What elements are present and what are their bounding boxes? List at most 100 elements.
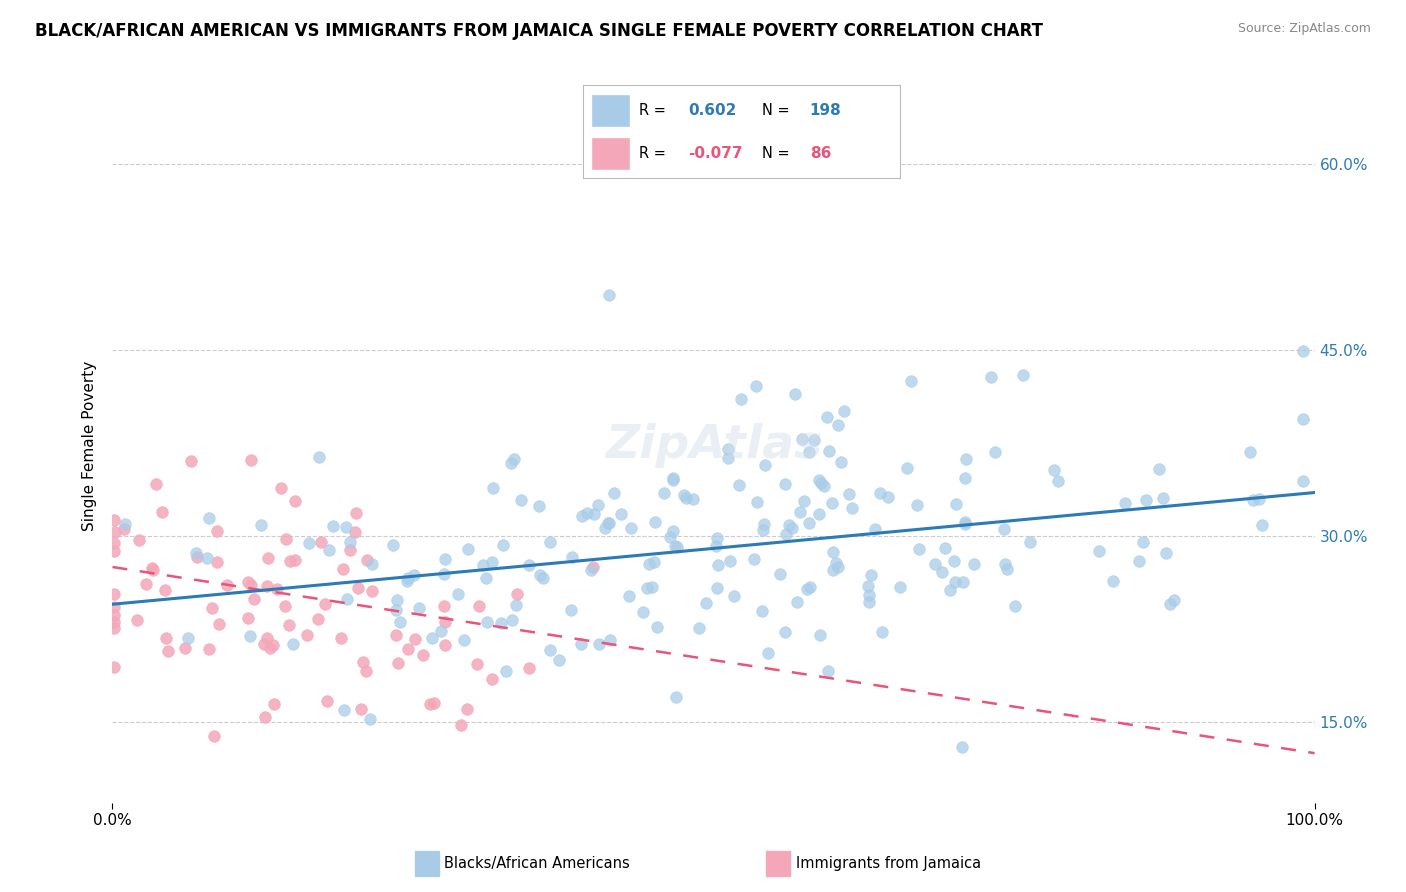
- Point: [785, 387, 807, 401]
- Point: [789, 505, 811, 519]
- Point: [200, 601, 222, 615]
- Point: [432, 599, 454, 613]
- Point: [1159, 597, 1181, 611]
- Point: [538, 535, 561, 549]
- Point: [510, 492, 533, 507]
- Point: [517, 558, 540, 572]
- Point: [389, 615, 412, 629]
- Point: [1152, 491, 1174, 505]
- Point: [103, 535, 125, 549]
- Point: [571, 509, 593, 524]
- Point: [756, 646, 779, 660]
- Point: [662, 473, 685, 487]
- Point: [636, 581, 658, 595]
- Point: [827, 560, 849, 574]
- Point: [350, 701, 373, 715]
- Point: [308, 450, 330, 464]
- Point: [359, 711, 381, 725]
- Point: [295, 627, 318, 641]
- Point: [453, 633, 475, 648]
- Text: R =: R =: [638, 146, 671, 161]
- Point: [931, 566, 953, 580]
- Point: [560, 603, 582, 617]
- Point: [103, 544, 125, 558]
- Point: [994, 557, 1017, 571]
- Point: [239, 452, 262, 467]
- Point: [239, 629, 262, 643]
- Point: [408, 601, 430, 615]
- Point: [314, 597, 336, 611]
- Point: [135, 577, 157, 591]
- Point: [103, 615, 125, 629]
- Point: [827, 418, 849, 433]
- Point: [278, 554, 301, 568]
- Point: [112, 522, 135, 536]
- Point: [1147, 462, 1170, 476]
- Point: [356, 664, 378, 678]
- Point: [598, 516, 620, 530]
- Point: [205, 524, 228, 539]
- Point: [356, 553, 378, 567]
- Point: [662, 471, 685, 485]
- Point: [1251, 517, 1274, 532]
- Point: [863, 523, 886, 537]
- Text: ZipAtlas: ZipAtlas: [605, 424, 823, 468]
- Point: [706, 531, 728, 545]
- Point: [262, 638, 284, 652]
- Point: [742, 552, 765, 566]
- Point: [195, 551, 218, 566]
- Point: [825, 556, 848, 570]
- Point: [786, 595, 808, 609]
- Point: [322, 518, 344, 533]
- Point: [953, 517, 976, 532]
- Text: N =: N =: [762, 146, 794, 161]
- Point: [501, 613, 523, 627]
- Point: [309, 534, 332, 549]
- Point: [503, 451, 526, 466]
- Point: [270, 482, 292, 496]
- Point: [576, 506, 599, 520]
- Point: [177, 631, 200, 645]
- Point: [723, 590, 745, 604]
- Point: [184, 546, 207, 560]
- Point: [821, 563, 844, 577]
- Point: [533, 571, 555, 585]
- Point: [430, 624, 453, 638]
- Point: [603, 485, 626, 500]
- Point: [775, 526, 797, 541]
- Point: [434, 638, 457, 652]
- Point: [517, 661, 540, 675]
- Point: [821, 496, 844, 510]
- Point: [661, 524, 683, 539]
- Point: [499, 456, 522, 470]
- Point: [343, 524, 366, 539]
- Point: [254, 710, 277, 724]
- Point: [560, 550, 582, 565]
- Point: [548, 653, 571, 667]
- Point: [900, 374, 922, 388]
- Point: [665, 540, 688, 554]
- Point: [859, 567, 882, 582]
- Point: [889, 580, 911, 594]
- Point: [908, 541, 931, 556]
- Point: [243, 591, 266, 606]
- Point: [489, 616, 512, 631]
- Point: [796, 582, 818, 596]
- Point: [492, 538, 515, 552]
- Point: [832, 404, 855, 418]
- Point: [103, 600, 125, 615]
- Point: [797, 445, 820, 459]
- Point: [495, 665, 517, 679]
- Point: [281, 636, 304, 650]
- Point: [610, 507, 633, 521]
- Point: [482, 481, 505, 495]
- Point: [620, 521, 643, 535]
- Point: [876, 490, 898, 504]
- Point: [419, 698, 441, 712]
- Point: [404, 632, 426, 647]
- Point: [815, 410, 838, 425]
- Point: [993, 522, 1015, 536]
- Point: [654, 486, 676, 500]
- Point: [395, 574, 418, 588]
- Point: [103, 587, 125, 601]
